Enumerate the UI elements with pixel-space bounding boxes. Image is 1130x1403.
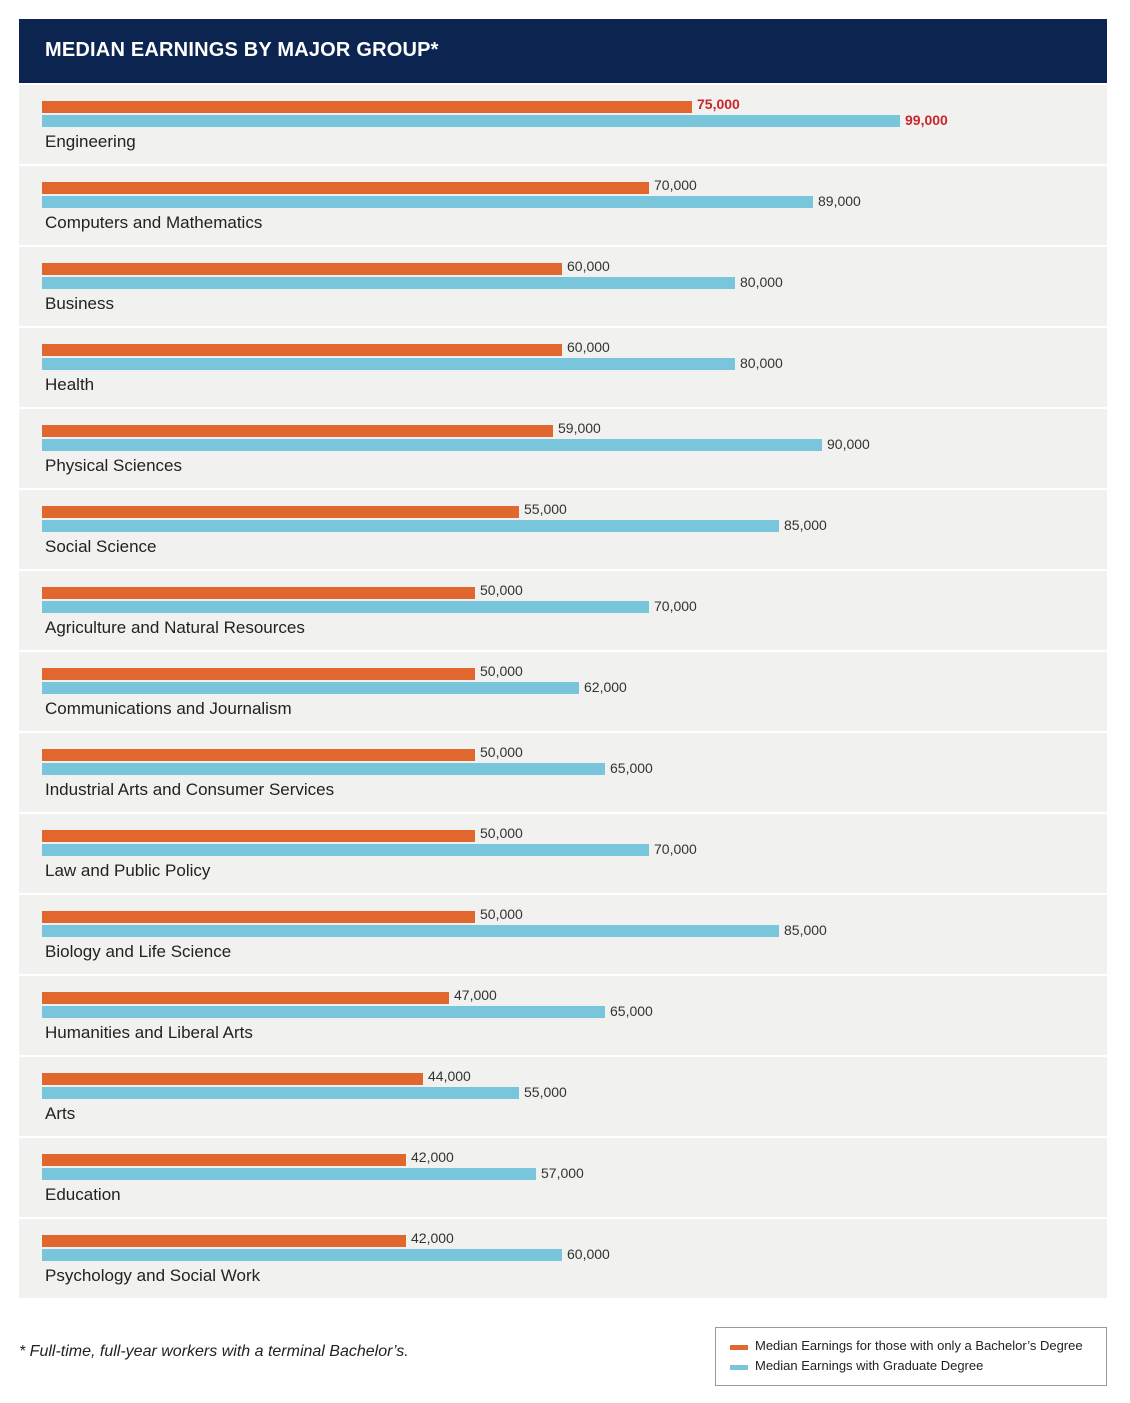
category-label: Physical Sciences (45, 456, 183, 475)
bar-bachelor (42, 749, 475, 761)
bar-graduate (42, 763, 605, 775)
data-label-bachelor: 44,000 (428, 1068, 471, 1084)
bar-bachelor (42, 344, 562, 356)
data-label-bachelor: 50,000 (480, 582, 523, 598)
bar-bachelor (42, 1154, 406, 1166)
data-label-bachelor: 50,000 (480, 663, 523, 679)
data-label-graduate: 57,000 (541, 1165, 584, 1181)
bar-bachelor (42, 506, 519, 518)
data-label-bachelor: 42,000 (411, 1149, 454, 1165)
category-label: Engineering (45, 132, 136, 151)
data-label-graduate: 80,000 (740, 355, 783, 371)
data-label-bachelor: 50,000 (480, 744, 523, 760)
category-row: 50,000 70,000 Law and Public Policy (19, 814, 1107, 893)
category-row: 50,000 62,000 Communications and Journalis… (19, 652, 1107, 731)
bar-graduate (42, 439, 822, 451)
category-row: 44,000 55,000 Arts (19, 1057, 1107, 1136)
chart-title: MEDIAN EARNINGS BY MAJOR GROUP* (45, 39, 439, 61)
category-row: 50,000 70,000 Agriculture and Natural Reso… (19, 571, 1107, 650)
data-label-graduate: 80,000 (740, 274, 783, 290)
category-row: 60,000 80,000 Business (19, 247, 1107, 326)
data-label-bachelor: 42,000 (411, 1230, 454, 1246)
data-label-graduate: 62,000 (584, 679, 627, 695)
data-label-graduate: 60,000 (567, 1246, 610, 1262)
bar-graduate (42, 1168, 536, 1180)
bar-bachelor (42, 830, 475, 842)
data-label-graduate: 85,000 (784, 517, 827, 533)
bar-bachelor (42, 587, 475, 599)
bar-bachelor (42, 1235, 406, 1247)
chart-header: MEDIAN EARNINGS BY MAJOR GROUP* (19, 19, 1107, 83)
category-row: 75,000 99,000 Engineering (19, 85, 1107, 164)
bar-bachelor (42, 1073, 423, 1085)
data-label-graduate: 65,000 (610, 1003, 653, 1019)
bar-graduate (42, 277, 735, 289)
bar-graduate (42, 601, 649, 613)
category-row: 42,000 60,000 Psychology and Social Work (19, 1219, 1107, 1298)
bar-graduate (42, 1087, 519, 1099)
data-label-graduate: 99,000 (905, 112, 948, 128)
category-label: Business (45, 294, 114, 313)
data-label-graduate: 65,000 (610, 760, 653, 776)
category-label: Arts (45, 1104, 76, 1123)
legend-label-bachelor: Median Earnings for those with only a Ba… (755, 1338, 1083, 1353)
data-label-bachelor: 50,000 (480, 825, 523, 841)
category-row: 70,000 89,000 Computers and Mathematics (19, 166, 1107, 245)
data-label-graduate: 55,000 (524, 1084, 567, 1100)
legend-swatch-bachelor (730, 1345, 748, 1350)
bar-bachelor (42, 101, 692, 113)
bar-graduate (42, 925, 779, 937)
category-row: 42,000 57,000 Education (19, 1138, 1107, 1217)
data-label-graduate: 85,000 (784, 922, 827, 938)
bar-graduate (42, 1006, 605, 1018)
category-row: 47,000 65,000 Humanities and Liberal Arts (19, 976, 1107, 1055)
footnote: * Full-time, full-year workers with a te… (19, 1343, 409, 1360)
data-label-bachelor: 75,000 (697, 96, 740, 112)
data-label-graduate: 90,000 (827, 436, 870, 452)
category-label: Health (45, 375, 95, 394)
bar-graduate (42, 844, 649, 856)
category-row: 55,000 85,000 Social Science (19, 490, 1107, 569)
data-label-graduate: 70,000 (654, 598, 697, 614)
category-label: Psychology and Social Work (45, 1266, 261, 1285)
bar-bachelor (42, 182, 649, 194)
data-label-graduate: 70,000 (654, 841, 697, 857)
category-row: 50,000 85,000 Biology and Life Science (19, 895, 1107, 974)
data-label-bachelor: 55,000 (524, 501, 567, 517)
category-label: Education (45, 1185, 121, 1204)
category-label: Agriculture and Natural Resources (45, 618, 305, 637)
category-label: Law and Public Policy (45, 861, 211, 880)
category-label: Biology and Life Science (45, 942, 232, 961)
legend-swatch-graduate (730, 1365, 748, 1370)
bar-bachelor (42, 425, 553, 437)
category-row: 50,000 65,000 Industrial Arts and Consumer… (19, 733, 1107, 812)
bar-graduate (42, 1249, 562, 1261)
data-label-bachelor: 60,000 (567, 258, 610, 274)
category-label: Computers and Mathematics (45, 213, 263, 232)
data-label-bachelor: 60,000 (567, 339, 610, 355)
bar-graduate (42, 358, 735, 370)
bar-bachelor (42, 992, 449, 1004)
bar-graduate (42, 520, 779, 532)
category-label: Communications and Journalism (45, 699, 292, 718)
data-label-bachelor: 70,000 (654, 177, 697, 193)
category-label: Social Science (45, 537, 157, 556)
bar-bachelor (42, 668, 475, 680)
bar-bachelor (42, 911, 475, 923)
legend-label-graduate: Median Earnings with Graduate Degree (755, 1358, 984, 1373)
bar-bachelor (42, 263, 562, 275)
bar-graduate (42, 196, 813, 208)
data-label-bachelor: 59,000 (558, 420, 601, 436)
data-label-graduate: 89,000 (818, 193, 861, 209)
category-row: 59,000 90,000 Physical Sciences (19, 409, 1107, 488)
category-label: Industrial Arts and Consumer Services (45, 780, 335, 799)
category-label: Humanities and Liberal Arts (45, 1023, 253, 1042)
category-row: 60,000 80,000 Health (19, 328, 1107, 407)
chart-legend: Median Earnings for those with only a Ba… (715, 1327, 1107, 1386)
data-label-bachelor: 47,000 (454, 987, 497, 1003)
bar-graduate (42, 115, 900, 127)
data-label-bachelor: 50,000 (480, 906, 523, 922)
bar-graduate (42, 682, 579, 694)
